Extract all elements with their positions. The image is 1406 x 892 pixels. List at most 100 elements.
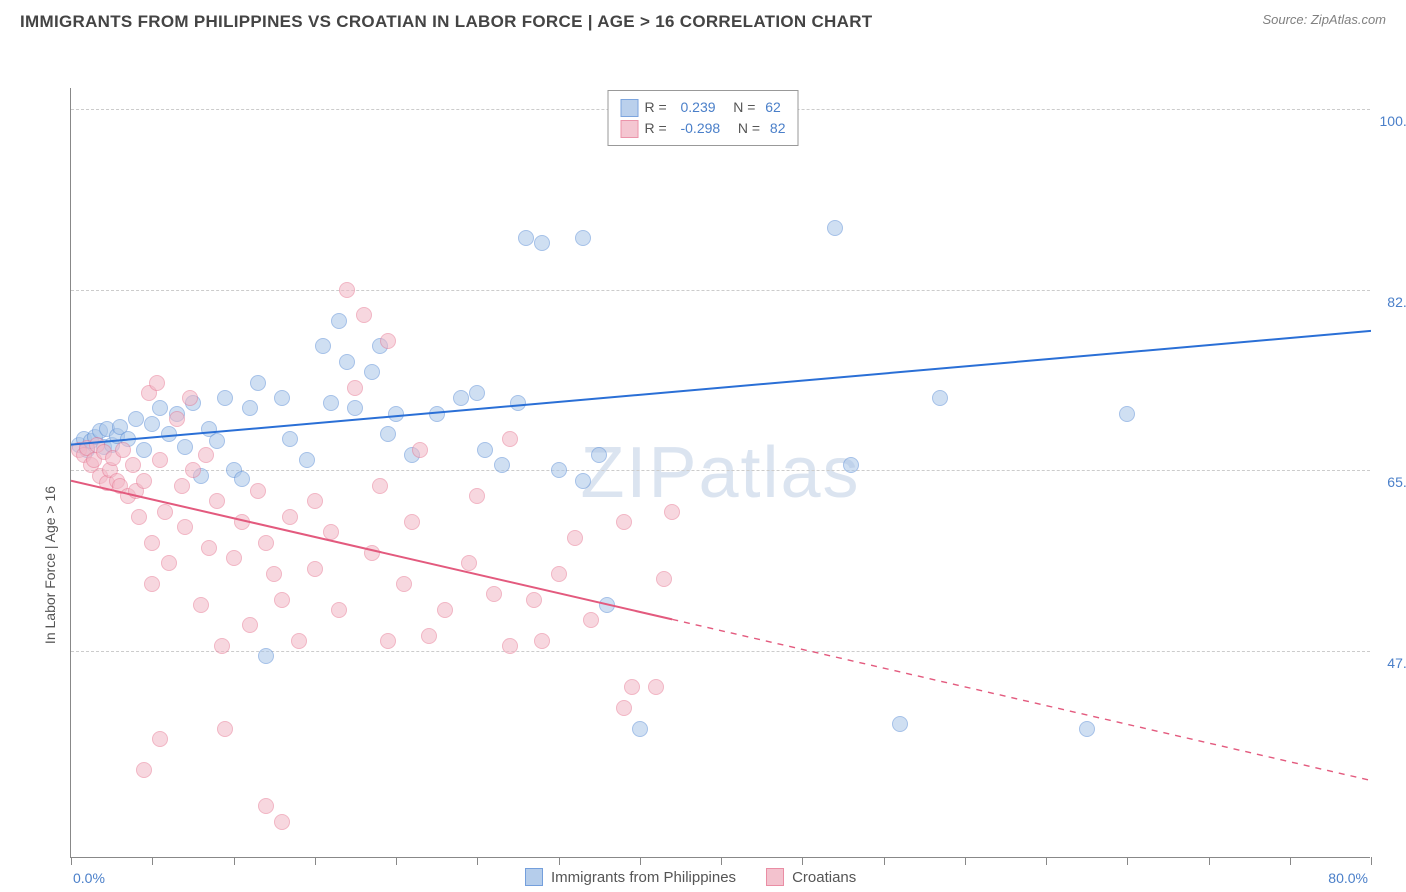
x-tick (1290, 857, 1291, 865)
scatter-point (258, 535, 274, 551)
scatter-point (461, 555, 477, 571)
scatter-point (551, 566, 567, 582)
x-tick (315, 857, 316, 865)
scatter-point (843, 457, 859, 473)
scatter-point (250, 483, 266, 499)
x-tick (559, 857, 560, 865)
legend-swatch (766, 868, 784, 886)
scatter-point (242, 617, 258, 633)
scatter-point (372, 478, 388, 494)
scatter-point (209, 433, 225, 449)
scatter-point (404, 514, 420, 530)
scatter-point (331, 313, 347, 329)
scatter-point (274, 390, 290, 406)
legend-n-value: 82 (770, 118, 786, 139)
scatter-point (664, 504, 680, 520)
y-tick-label: 82.5% (1367, 294, 1406, 310)
scatter-point (567, 530, 583, 546)
legend-stat-row: R = 0.239 N = 62 (621, 97, 786, 118)
scatter-point (380, 426, 396, 442)
scatter-point (282, 509, 298, 525)
scatter-point (412, 442, 428, 458)
legend-series-name: Immigrants from Philippines (551, 869, 736, 886)
scatter-point (307, 493, 323, 509)
scatter-point (209, 493, 225, 509)
scatter-point (347, 400, 363, 416)
x-axis-max-label: 80.0% (1328, 870, 1368, 886)
scatter-point (226, 550, 242, 566)
scatter-point (299, 452, 315, 468)
scatter-point (648, 679, 664, 695)
scatter-point (161, 426, 177, 442)
scatter-point (185, 462, 201, 478)
y-tick-label: 65.0% (1367, 474, 1406, 490)
scatter-point (429, 406, 445, 422)
legend-r-value: 0.239 (680, 97, 715, 118)
scatter-point (152, 452, 168, 468)
legend-swatch (525, 868, 543, 886)
x-tick (965, 857, 966, 865)
scatter-point (339, 282, 355, 298)
scatter-point (356, 307, 372, 323)
scatter-point (242, 400, 258, 416)
scatter-point (258, 648, 274, 664)
y-axis-label: In Labor Force | Age > 16 (42, 486, 58, 644)
scatter-point (591, 447, 607, 463)
scatter-point (616, 700, 632, 716)
x-tick (802, 857, 803, 865)
scatter-point (217, 721, 233, 737)
scatter-point (149, 375, 165, 391)
scatter-point (201, 540, 217, 556)
legend-swatch (621, 99, 639, 117)
series-legend: Immigrants from Philippines Croatians (525, 868, 856, 886)
watermark: ZIPatlas (580, 432, 860, 514)
y-tick-label: 100.0% (1367, 113, 1406, 129)
scatter-point (198, 447, 214, 463)
trend-lines (71, 88, 1371, 858)
scatter-point (131, 509, 147, 525)
scatter-point (380, 333, 396, 349)
legend-r-label: R = (645, 118, 675, 139)
scatter-point (144, 416, 160, 432)
x-tick (234, 857, 235, 865)
y-tick-label: 47.5% (1367, 655, 1406, 671)
scatter-point (144, 535, 160, 551)
scatter-point (616, 514, 632, 530)
x-tick (396, 857, 397, 865)
gridline (71, 470, 1370, 471)
gridline (71, 290, 1370, 291)
scatter-point (469, 488, 485, 504)
scatter-point (234, 471, 250, 487)
x-tick (1209, 857, 1210, 865)
legend-swatch (621, 120, 639, 138)
x-tick (1046, 857, 1047, 865)
scatter-point (494, 457, 510, 473)
scatter-point (632, 721, 648, 737)
source-attribution: Source: ZipAtlas.com (1262, 12, 1386, 27)
scatter-point (518, 230, 534, 246)
scatter-point (152, 731, 168, 747)
scatter-point (624, 679, 640, 695)
x-axis-min-label: 0.0% (73, 870, 105, 886)
scatter-point (161, 555, 177, 571)
scatter-point (502, 638, 518, 654)
legend-series-name: Croatians (792, 869, 856, 886)
scatter-point (510, 395, 526, 411)
scatter-point (575, 473, 591, 489)
scatter-point (534, 235, 550, 251)
scatter-point (315, 338, 331, 354)
legend-n-label: N = (726, 118, 764, 139)
scatter-point (258, 798, 274, 814)
scatter-point (291, 633, 307, 649)
x-tick (640, 857, 641, 865)
scatter-point (1119, 406, 1135, 422)
legend-n-value: 62 (765, 97, 781, 118)
scatter-point (575, 230, 591, 246)
scatter-point (307, 561, 323, 577)
scatter-point (182, 390, 198, 406)
scatter-point (217, 390, 233, 406)
scatter-point (388, 406, 404, 422)
x-tick (1127, 857, 1128, 865)
scatter-point (115, 442, 131, 458)
scatter-point (274, 814, 290, 830)
